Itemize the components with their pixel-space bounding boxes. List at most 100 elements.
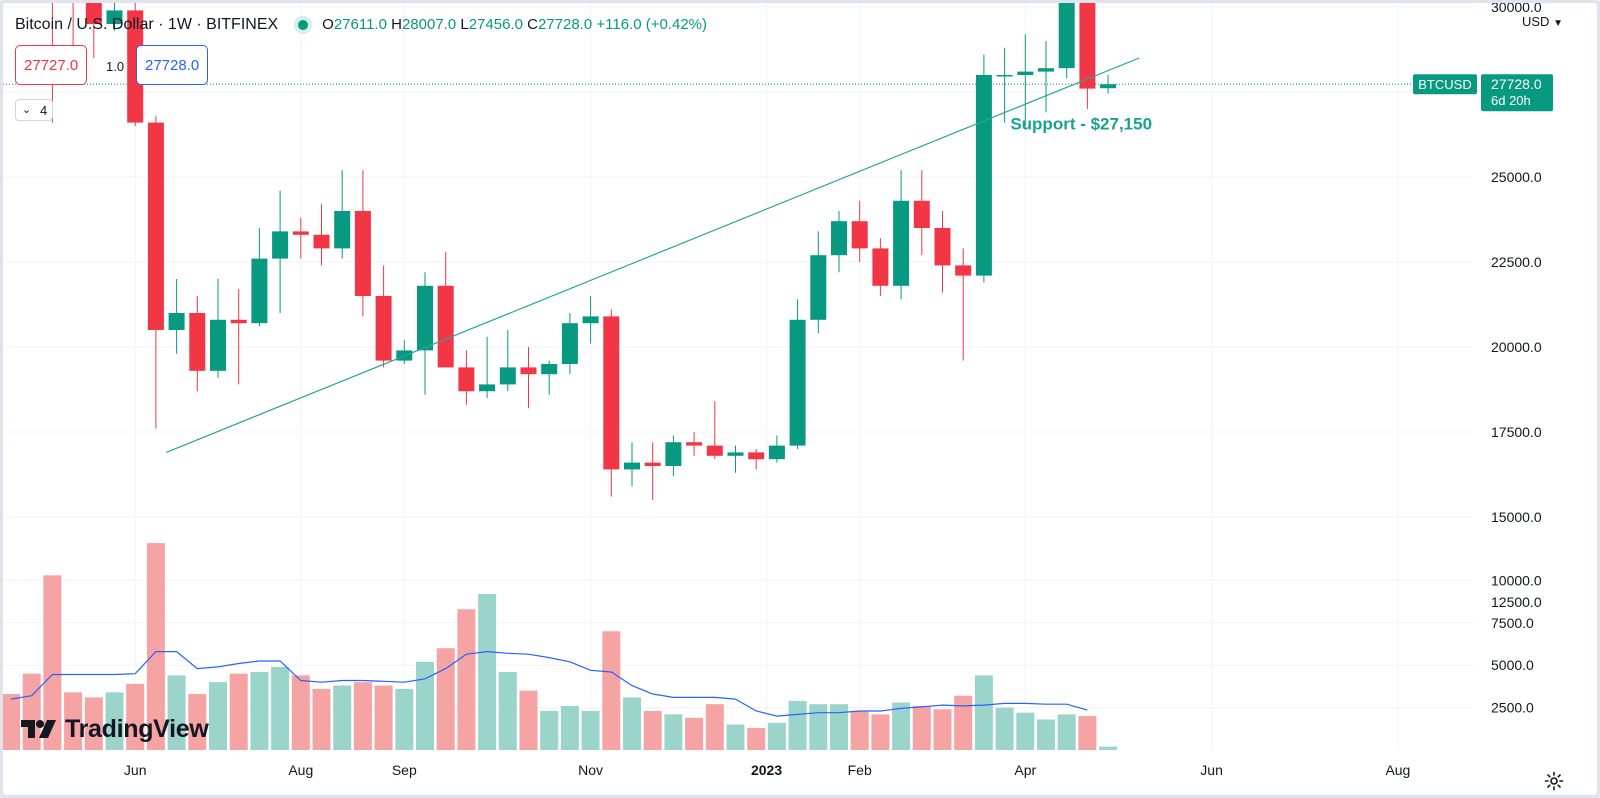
candle: [561, 313, 578, 375]
candle-body: [1100, 84, 1117, 89]
candle: [230, 289, 247, 385]
candle: [1038, 41, 1054, 113]
y-tick-label: 5000.0: [1491, 657, 1534, 673]
symbol-tag: [1413, 74, 1477, 95]
x-tick-label: Aug: [1385, 762, 1410, 778]
sell-price-button[interactable]: 27727.0: [15, 45, 88, 85]
indicators-toggle[interactable]: ⌄ 4: [15, 99, 53, 121]
candle-body: [996, 75, 1013, 77]
candle-body: [437, 285, 454, 368]
candle-body: [230, 319, 247, 324]
candle: [251, 228, 268, 327]
candle-body: [727, 452, 744, 456]
volume-bar: [229, 673, 248, 750]
candle: [437, 251, 454, 368]
candle: [996, 47, 1013, 123]
candle-body: [334, 211, 351, 249]
x-tick-label: Aug: [288, 762, 313, 778]
buy-price-button[interactable]: 27728.0: [136, 45, 209, 85]
gear-icon[interactable]: [1544, 771, 1564, 791]
order-quantity[interactable]: 1.0: [106, 59, 125, 74]
x-tick-label: 2023: [751, 762, 782, 778]
candle: [582, 296, 599, 344]
volume-bar: [912, 705, 931, 750]
volume-bar: [188, 694, 207, 750]
x-tick-label: Jun: [124, 762, 147, 778]
volume-bar: [850, 710, 869, 750]
candle: [189, 296, 206, 392]
price-change: +116.0 (+0.42%): [596, 16, 707, 33]
x-tick-label: Apr: [1014, 762, 1036, 778]
volume-bar: [22, 673, 41, 750]
y-axis: 2500.0 5000.0 7500.0 10000.0 12500.0 15000.0 1…: [1491, 3, 1542, 716]
candle-body: [354, 211, 371, 296]
y-tick-label: 20000.0: [1491, 339, 1542, 355]
volume-bar: [84, 697, 103, 750]
candle: [313, 204, 330, 266]
candle-body: [292, 231, 309, 235]
y-tick-label: 12500.0: [1491, 594, 1542, 610]
volume-bar: [767, 722, 786, 750]
candlestick-series: [51, 3, 1117, 500]
volume-bar: [457, 609, 476, 750]
candle: [727, 445, 744, 473]
y-tick-label: 30000.0: [1491, 3, 1542, 15]
tradingview-logo[interactable]: TradingView: [19, 715, 209, 743]
candle: [106, 3, 123, 31]
volume-bar: [809, 704, 828, 750]
candle-body: [479, 384, 496, 392]
candle-body: [665, 442, 682, 466]
candle: [1079, 3, 1096, 109]
candle: [1017, 34, 1034, 126]
volume-bar: [126, 683, 145, 750]
volume-bar: [374, 685, 393, 750]
volume-ma-line: [10, 650, 1088, 717]
volume-bar: [395, 688, 414, 750]
price-chart[interactable]: Resistance - $31,000Support - $27,150250…: [3, 3, 1600, 798]
volume-bar: [664, 714, 683, 750]
chevron-down-icon: ▼: [1553, 18, 1563, 29]
volume-bar: [312, 688, 331, 750]
ohlc-values: O27611.0 H28007.0 L27456.0 C27728.0 +116…: [322, 16, 707, 33]
candle: [665, 435, 682, 477]
candle-body: [458, 367, 475, 392]
candle: [686, 432, 703, 456]
candle: [417, 272, 433, 395]
volume-bar: [685, 717, 704, 750]
candle-body: [644, 462, 661, 466]
volume-bar: [1037, 719, 1055, 750]
candle-body: [810, 255, 827, 320]
candle-body: [934, 228, 951, 266]
volume-bar: [974, 675, 993, 750]
candle-body: [748, 452, 765, 460]
volume-bar: [333, 685, 352, 750]
candle: [499, 330, 516, 392]
candle: [272, 190, 289, 313]
x-tick-label: Feb: [848, 762, 872, 778]
volume-bar: [291, 675, 310, 750]
volume-bar: [643, 710, 662, 750]
candle-body: [85, 3, 102, 25]
market-status-dot[interactable]: [298, 19, 309, 30]
currency-selector[interactable]: USD ▼: [1522, 14, 1563, 29]
volume-bar: [105, 692, 124, 750]
candle: [831, 211, 847, 273]
x-axis: Jun Aug Sep Nov 2023 Feb Apr Jun Aug: [124, 762, 1410, 778]
volume-bar: [519, 690, 538, 750]
candle: [955, 248, 972, 361]
volume-bar: [1099, 746, 1118, 750]
candle-body: [1017, 71, 1034, 75]
volume-bar: [167, 675, 186, 750]
candle-body: [831, 221, 847, 256]
candle-body: [603, 316, 620, 470]
candle-body: [955, 265, 972, 276]
volume-bar: [623, 697, 641, 750]
volume-bar: [271, 666, 290, 750]
symbol-title[interactable]: Bitcoin / U.S. Dollar · 1W · BITFINEX: [15, 16, 279, 33]
candle-body: [1038, 68, 1054, 72]
candle: [458, 350, 475, 405]
candle-body: [789, 319, 806, 446]
bar-countdown: 6d 20h: [1491, 93, 1531, 108]
volume-bar: [1016, 712, 1035, 750]
